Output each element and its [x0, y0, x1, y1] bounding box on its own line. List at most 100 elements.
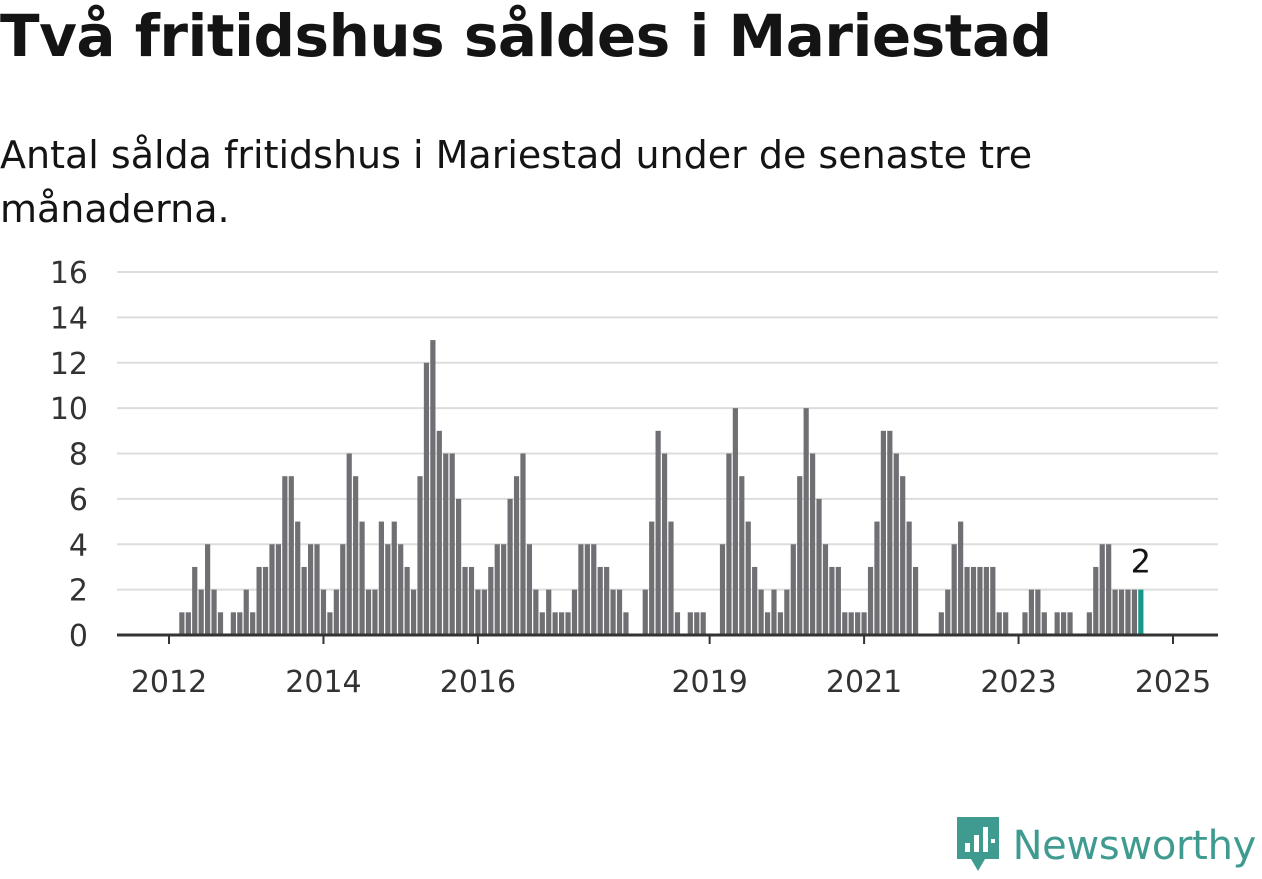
bar: [185, 612, 191, 635]
bar: [488, 566, 494, 635]
bar: [456, 498, 462, 635]
bar: [867, 566, 874, 635]
bar: [777, 612, 784, 635]
bar: [526, 544, 533, 635]
bar: [507, 498, 513, 635]
bar: [410, 589, 417, 635]
bar: [642, 589, 648, 635]
bar: [301, 566, 307, 635]
bar: [1118, 589, 1125, 635]
bar: [694, 612, 700, 635]
x-tick-label: 2021: [826, 665, 902, 700]
bar-latest: [1138, 589, 1144, 635]
bar: [539, 612, 545, 635]
bar: [571, 589, 578, 635]
bar: [752, 566, 758, 635]
bar: [513, 476, 520, 635]
bar: [481, 589, 487, 635]
bar: [533, 589, 539, 635]
bar: [436, 430, 442, 635]
bar: [1035, 589, 1041, 635]
newsworthy-logo-icon: [956, 817, 999, 871]
brand-name: Newsworthy: [1012, 823, 1257, 869]
y-tick-label: 2: [69, 574, 88, 609]
bar: [327, 612, 333, 635]
bar: [365, 589, 372, 635]
bar: [192, 566, 198, 635]
bar: [282, 476, 288, 635]
bar: [1106, 544, 1112, 635]
bar: [912, 566, 919, 635]
bar: [462, 566, 468, 635]
bar: [430, 340, 436, 635]
bar: [391, 521, 397, 635]
bar: [687, 612, 693, 635]
x-tick-label: 2016: [440, 665, 516, 700]
newsworthy-brand: Newsworthy: [953, 815, 1256, 877]
bar: [990, 566, 996, 635]
bar: [745, 521, 751, 635]
bar: [739, 476, 745, 635]
bar: [1112, 589, 1118, 635]
bar: [256, 566, 262, 635]
bar: [906, 521, 912, 635]
bar: [1125, 589, 1131, 635]
bar: [1067, 612, 1073, 635]
bar: [816, 498, 822, 635]
bar: [237, 612, 243, 635]
bar: [443, 453, 449, 635]
y-tick-label: 0: [69, 619, 88, 654]
bar: [719, 544, 726, 635]
bar: [661, 453, 668, 635]
bar: [372, 589, 378, 635]
bar: [398, 544, 404, 635]
bar: [1093, 566, 1099, 635]
bar: [546, 589, 552, 635]
bar: [359, 521, 365, 635]
bar: [1054, 612, 1060, 635]
bar: [861, 612, 867, 635]
y-tick-label: 6: [69, 483, 88, 518]
x-tick-label: 2012: [131, 665, 207, 700]
bar: [217, 612, 224, 635]
bar: [1028, 589, 1035, 635]
bar: [230, 612, 236, 635]
bar: [758, 589, 764, 635]
bar: [771, 589, 777, 635]
y-axis-ticks: 0 2 4 6 8 10 12 14 16: [50, 256, 88, 654]
bar: [295, 521, 301, 635]
bar: [900, 476, 906, 635]
last-value-label: 2: [1131, 543, 1151, 581]
bar: [1131, 589, 1137, 635]
bar: [468, 566, 475, 635]
bar: [250, 612, 256, 635]
x-tick-label: 2014: [285, 665, 361, 700]
bar: [983, 566, 989, 635]
bar: [320, 589, 327, 635]
bar: [674, 612, 681, 635]
x-tick-label: 2025: [1135, 665, 1211, 700]
bar: [726, 453, 732, 635]
bar: [597, 566, 603, 635]
x-tick-label: 2023: [980, 665, 1056, 700]
bar: [764, 612, 771, 635]
bar: [417, 476, 423, 635]
y-tick-label: 10: [50, 392, 88, 427]
bar: [855, 612, 861, 635]
bar: [1022, 612, 1028, 635]
bar: [346, 453, 352, 635]
bar: [880, 430, 886, 635]
bar: [668, 521, 674, 635]
bar: [996, 612, 1002, 635]
bar: [423, 362, 430, 635]
bar: [211, 589, 217, 635]
bar: [874, 521, 880, 635]
bar: [179, 612, 185, 635]
bar: [340, 544, 346, 635]
bar: [520, 453, 526, 635]
grid-lines: [117, 271, 1218, 591]
bar: [700, 612, 706, 635]
bar: [584, 544, 590, 635]
bar: [848, 612, 854, 635]
bar: [964, 566, 970, 635]
